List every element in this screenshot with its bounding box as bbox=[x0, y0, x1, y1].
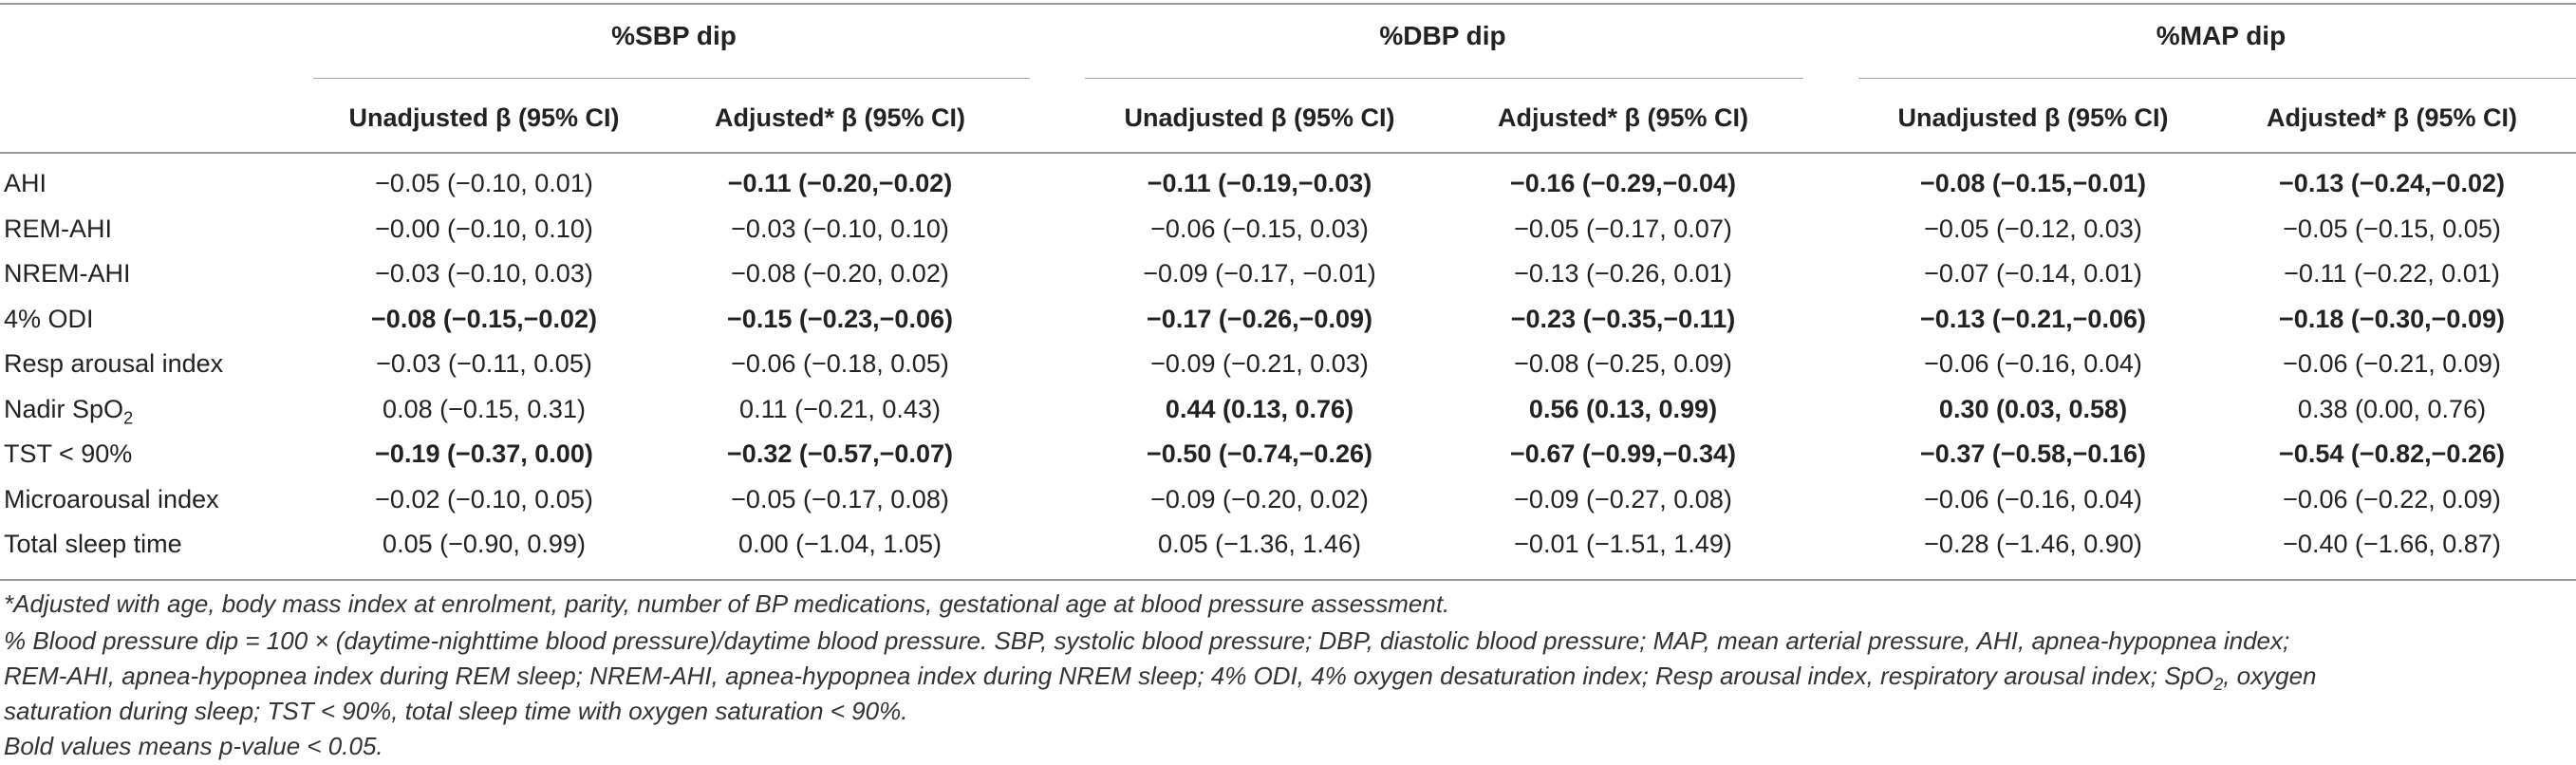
table-cell: −0.02 (−0.10, 0.05) bbox=[375, 484, 593, 513]
table-cell: −0.08 (−0.15,−0.02) bbox=[371, 304, 597, 333]
row-label-text: Nadir SpO bbox=[4, 394, 124, 423]
header-rule bbox=[0, 152, 2576, 154]
row-label-text: Resp arousal index bbox=[4, 349, 224, 378]
table-cell: −0.67 (−0.99,−0.34) bbox=[1510, 439, 1736, 468]
table-cell: 0.30 (0.03, 0.58) bbox=[1938, 394, 2128, 423]
group-header-sbp: %SBP dip bbox=[611, 21, 737, 50]
footnote-definition-line2-text: REM-AHI, apnea-hypopnea index during REM… bbox=[4, 662, 2214, 690]
group-rule-dbp bbox=[1085, 78, 1803, 79]
group-rule-map bbox=[1858, 78, 2576, 79]
table-cell: −0.07 (−0.14, 0.01) bbox=[1924, 259, 2142, 288]
row-label: Total sleep time bbox=[4, 529, 182, 559]
table-cell: −0.09 (−0.17, −0.01) bbox=[1143, 259, 1376, 288]
row-label: Resp arousal index bbox=[4, 348, 223, 379]
table-cell: −0.05 (−0.17, 0.07) bbox=[1514, 214, 1732, 243]
footnote-adjusted: *Adjusted with age, body mass index at e… bbox=[4, 589, 1450, 618]
row-label-text: TST < 90% bbox=[4, 439, 133, 468]
table-cell: −0.17 (−0.26,−0.09) bbox=[1147, 304, 1372, 333]
table-cell: −0.05 (−0.17, 0.08) bbox=[731, 484, 949, 513]
footnote-definition-line2: REM-AHI, apnea-hypopnea index during REM… bbox=[4, 659, 2567, 701]
table-cell: −0.32 (−0.57,−0.07) bbox=[727, 439, 953, 468]
row-label-text: REM-AHI bbox=[4, 214, 112, 243]
group-header-map: %MAP dip bbox=[2156, 21, 2287, 50]
table-cell: −0.06 (−0.22, 0.09) bbox=[2283, 484, 2501, 513]
table-cell: 0.11 (−0.21, 0.43) bbox=[739, 394, 941, 423]
footnote-definition-line2-end: , oxygen bbox=[2223, 662, 2317, 690]
table-cell: −0.03 (−0.10, 0.03) bbox=[375, 259, 593, 288]
table-cell: −0.19 (−0.37, 0.00) bbox=[375, 439, 593, 468]
table-cell: −0.40 (−1.66, 0.87) bbox=[2283, 530, 2501, 558]
table-cell: −0.13 (−0.26, 0.01) bbox=[1514, 259, 1732, 288]
table-cell: −0.18 (−0.30,−0.09) bbox=[2279, 304, 2505, 333]
table-cell: −0.09 (−0.21, 0.03) bbox=[1150, 349, 1369, 378]
table-cell: −0.11 (−0.22, 0.01) bbox=[2284, 259, 2500, 288]
subheader-dbp-unadjusted: Unadjusted β (95% CI) bbox=[1124, 103, 1395, 132]
table-cell: −0.06 (−0.16, 0.04) bbox=[1924, 484, 2142, 513]
table-cell: −0.03 (−0.11, 0.05) bbox=[376, 349, 592, 378]
table-cell: 0.05 (−1.36, 1.46) bbox=[1158, 530, 1361, 558]
subheader-dbp-adjusted: Adjusted* β (95% CI) bbox=[1497, 103, 1748, 132]
row-label: Nadir SpO2 bbox=[4, 394, 133, 433]
table-cell: −0.08 (−0.25, 0.09) bbox=[1514, 349, 1732, 378]
table-cell: −0.08 (−0.20, 0.02) bbox=[731, 259, 949, 288]
row-label-text: 4% ODI bbox=[4, 304, 94, 333]
table-cell: −0.05 (−0.12, 0.03) bbox=[1924, 214, 2142, 243]
row-label-text: Total sleep time bbox=[4, 530, 182, 558]
row-label: REM-AHI bbox=[4, 214, 112, 244]
footnote-bold-note: Bold values means p-value < 0.05. bbox=[4, 732, 383, 760]
table-cell: −0.05 (−0.15, 0.05) bbox=[2283, 214, 2501, 243]
table-cell: −0.09 (−0.27, 0.08) bbox=[1514, 484, 1732, 513]
row-label-text: AHI bbox=[4, 169, 47, 197]
group-header-dbp: %DBP dip bbox=[1379, 21, 1506, 50]
footnote-definition-line1: % Blood pressure dip = 100 × (daytime-ni… bbox=[4, 626, 2290, 655]
table-cell: −0.09 (−0.20, 0.02) bbox=[1150, 484, 1369, 513]
table-cell: −0.06 (−0.16, 0.04) bbox=[1924, 349, 2142, 378]
row-label: Microarousal index bbox=[4, 484, 219, 514]
table-cell: −0.06 (−0.18, 0.05) bbox=[731, 349, 949, 378]
row-label: AHI bbox=[4, 168, 47, 198]
table-cell: −0.23 (−0.35,−0.11) bbox=[1510, 304, 1736, 333]
bottom-rule bbox=[0, 579, 2576, 581]
subheader-map-adjusted: Adjusted* β (95% CI) bbox=[2266, 103, 2517, 132]
row-label-subscript: 2 bbox=[123, 407, 134, 427]
subheader-sbp-adjusted: Adjusted* β (95% CI) bbox=[714, 103, 965, 132]
table-cell: −0.08 (−0.15,−0.01) bbox=[1920, 169, 2146, 197]
table-cell: −0.00 (−0.10, 0.10) bbox=[375, 214, 593, 243]
table-cell: 0.08 (−0.15, 0.31) bbox=[383, 394, 586, 423]
table-cell: −0.54 (−0.82,−0.26) bbox=[2279, 439, 2505, 468]
table-cell: −0.13 (−0.24,−0.02) bbox=[2279, 169, 2505, 197]
row-label-text: NREM-AHI bbox=[4, 259, 131, 288]
footnote-definition-line2-sub: 2 bbox=[2213, 675, 2224, 695]
row-label: 4% ODI bbox=[4, 304, 94, 334]
table-cell: −0.13 (−0.21,−0.06) bbox=[1920, 304, 2146, 333]
table-cell: 0.00 (−1.04, 1.05) bbox=[738, 530, 942, 558]
footnote-definition-line3: saturation during sleep; TST < 90%, tota… bbox=[4, 697, 908, 725]
table-cell: −0.11 (−0.20,−0.02) bbox=[727, 169, 953, 197]
table-cell: −0.16 (−0.29,−0.04) bbox=[1510, 169, 1736, 197]
row-label: TST < 90% bbox=[4, 438, 132, 469]
top-rule bbox=[0, 3, 2576, 5]
table-cell: −0.11 (−0.19,−0.03) bbox=[1147, 169, 1372, 197]
table-cell: 0.05 (−0.90, 0.99) bbox=[383, 530, 586, 558]
table-cell: −0.06 (−0.15, 0.03) bbox=[1150, 214, 1369, 243]
table-cell: 0.38 (0.00, 0.76) bbox=[2297, 394, 2487, 423]
table-cell: −0.05 (−0.10, 0.01) bbox=[375, 169, 593, 197]
table-cell: −0.15 (−0.23,−0.06) bbox=[727, 304, 953, 333]
table-cell: −0.50 (−0.74,−0.26) bbox=[1147, 439, 1372, 468]
group-rule-sbp bbox=[313, 78, 1030, 79]
row-label-text: Microarousal index bbox=[4, 484, 219, 513]
subheader-sbp-unadjusted: Unadjusted β (95% CI) bbox=[348, 103, 620, 132]
row-label: NREM-AHI bbox=[4, 258, 131, 289]
table-cell: −0.01 (−1.51, 1.49) bbox=[1514, 530, 1732, 558]
table-cell: −0.37 (−0.58,−0.16) bbox=[1920, 439, 2146, 468]
table-cell: −0.06 (−0.21, 0.09) bbox=[2283, 349, 2501, 378]
table-cell: −0.28 (−1.46, 0.90) bbox=[1924, 530, 2142, 558]
table-cell: 0.44 (0.13, 0.76) bbox=[1165, 394, 1354, 423]
table-cell: −0.03 (−0.10, 0.10) bbox=[731, 214, 949, 243]
subheader-map-unadjusted: Unadjusted β (95% CI) bbox=[1897, 103, 2169, 132]
table-cell: 0.56 (0.13, 0.99) bbox=[1528, 394, 1718, 423]
